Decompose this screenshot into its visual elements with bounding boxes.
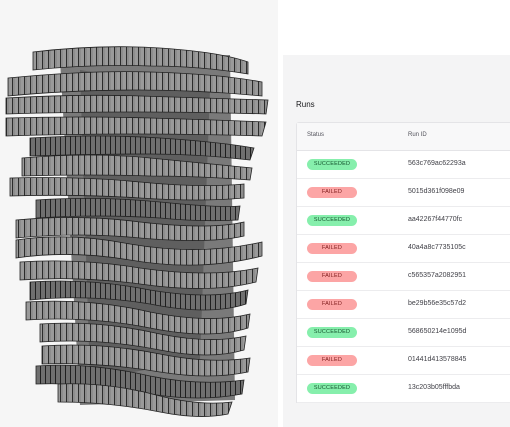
table-row[interactable]: SUCCEEDED 13c203b05fffbda [297,375,510,403]
runs-table-header: Status Run ID [297,123,510,151]
status-badge: SUCCEEDED [307,383,357,394]
run-id-cell[interactable]: aa42267f44770fc [408,216,463,223]
runs-table: Status Run ID SUCCEEDED 563c769ac62293a … [296,122,510,403]
table-row[interactable]: FAILED 01441d413578845 [297,347,510,375]
run-id-cell[interactable]: be29b56e35c57d2 [408,300,467,307]
run-id-cell[interactable]: 40a4a8c7735105c [408,244,466,251]
run-id-cell[interactable]: c565357a2082951 [408,272,467,279]
table-row[interactable]: FAILED c565357a2082951 [297,263,510,291]
run-id-cell[interactable]: 563c769ac62293a [408,160,466,167]
table-row[interactable]: FAILED 40a4a8c7735105c [297,235,510,263]
status-badge: SUCCEEDED [307,327,357,338]
run-id-cell[interactable]: 5015d361f098e09 [408,188,465,195]
stacked-rings-render [5,46,269,417]
status-badge: FAILED [307,271,357,282]
status-badge: SUCCEEDED [307,159,357,170]
table-row[interactable]: SUCCEEDED 563c769ac62293a [297,151,510,179]
run-id-cell[interactable]: 01441d413578845 [408,356,467,363]
table-row[interactable]: FAILED be29b56e35c57d2 [297,291,510,319]
status-column-header[interactable]: Status [307,132,325,138]
status-badge: FAILED [307,187,357,198]
table-row[interactable]: FAILED 5015d361f098e09 [297,179,510,207]
status-badge: FAILED [307,355,357,366]
status-badge: FAILED [307,243,357,254]
table-row[interactable]: SUCCEEDED aa42267f44770fc [297,207,510,235]
render-preview [5,46,269,417]
status-badge: FAILED [307,299,357,310]
runs-title: Runs [296,100,315,109]
runs-panel: Runs Status Run ID SUCCEEDED 563c769ac62… [283,55,510,427]
run-id-column-header[interactable]: Run ID [408,132,427,138]
run-id-cell[interactable]: 13c203b05fffbda [408,384,460,391]
run-id-cell[interactable]: 568650214e1095d [408,328,467,335]
status-badge: SUCCEEDED [307,215,357,226]
table-row[interactable]: SUCCEEDED 568650214e1095d [297,319,510,347]
